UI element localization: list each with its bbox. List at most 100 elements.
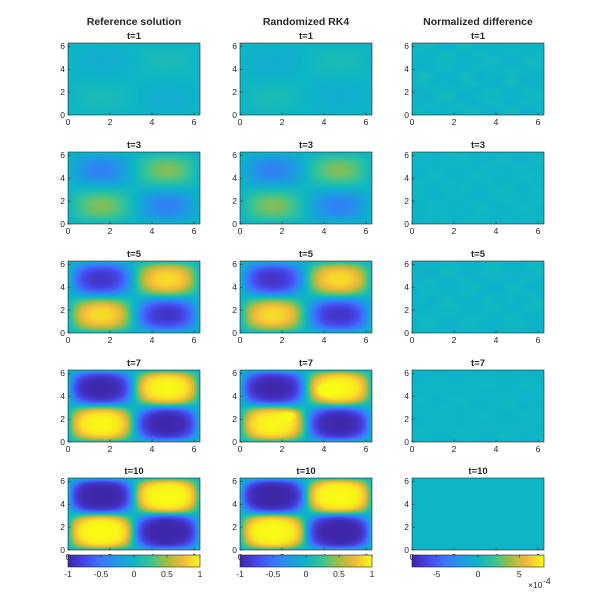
panel-title: t=3 [299, 140, 313, 151]
y-tick-label: 4 [232, 64, 237, 74]
y-tick-label: 0 [404, 437, 409, 447]
heatmap-image [240, 478, 372, 550]
colorbar: -1 -0.5 0 0.5 1 [236, 554, 375, 579]
y-tick-label: 4 [232, 391, 237, 401]
colorbar-tick-label: 0 [132, 569, 137, 579]
axes-frame [239, 260, 373, 334]
x-tick-label: 4 [322, 226, 327, 236]
x-tick-label: 4 [322, 335, 327, 345]
colorbar: -5 0 5 ×10 -4 [411, 554, 551, 590]
panel-title: t=3 [127, 140, 141, 151]
colorbar-tick-label: 0.5 [161, 569, 173, 579]
x-tick-label: 2 [280, 226, 285, 236]
heatmap-image [68, 261, 200, 333]
heatmap-panel: t=7 0 2 4 6 0 2 4 6 [232, 358, 373, 454]
y-tick-label: 6 [232, 259, 237, 269]
colorbar-tick-label: -5 [433, 569, 441, 579]
heatmap-panel: t=3 0 2 4 6 0 2 4 6 [404, 140, 545, 236]
y-tick-label: 2 [404, 414, 409, 424]
y-tick-label: 4 [60, 173, 65, 183]
panel-title: t=1 [127, 31, 142, 42]
column-title: Normalized difference [423, 16, 533, 28]
y-tick-label: 0 [60, 328, 65, 338]
heatmap-image [412, 261, 544, 333]
y-tick-label: 6 [404, 476, 409, 486]
y-tick-label: 4 [60, 499, 65, 509]
colorbar-tick-label: 0.5 [333, 569, 345, 579]
x-tick-label: 2 [108, 117, 113, 127]
heatmap-image [68, 370, 200, 442]
colorbar-tick-label: -0.5 [94, 569, 109, 579]
panel-title: t=10 [468, 466, 487, 477]
x-tick-label: 6 [192, 444, 197, 454]
x-tick-label: 4 [150, 117, 155, 127]
x-tick-label: 0 [238, 444, 243, 454]
y-tick-label: 0 [232, 219, 237, 229]
heatmap-panel: t=7 0 2 4 6 0 2 4 6 [404, 358, 545, 454]
x-tick-label: 2 [108, 335, 113, 345]
axes-frame [411, 151, 545, 225]
x-tick-label: 2 [452, 117, 457, 127]
axes-frame [411, 260, 545, 334]
y-tick-label: 0 [404, 110, 409, 120]
x-tick-label: 4 [150, 226, 155, 236]
y-tick-label: 0 [232, 110, 237, 120]
y-tick-label: 6 [60, 150, 65, 160]
heatmap-panel: t=5 0 2 4 6 0 2 4 6 [232, 249, 373, 345]
y-tick-label: 2 [232, 522, 237, 532]
colorbar-tick-label: -0.5 [266, 569, 281, 579]
heatmap-image [68, 152, 200, 224]
panel-title: t=7 [471, 358, 485, 369]
panel-title: t=1 [471, 31, 486, 42]
x-tick-label: 6 [536, 444, 541, 454]
y-tick-label: 2 [232, 196, 237, 206]
heatmap-image [240, 370, 372, 442]
y-tick-label: 0 [404, 328, 409, 338]
axes-frame [239, 42, 373, 116]
heatmap-image [412, 478, 544, 550]
colorbar-tick-label: -1 [64, 569, 72, 579]
column-title: Reference solution [87, 16, 182, 28]
x-tick-label: 0 [410, 226, 415, 236]
x-tick-label: 4 [494, 335, 499, 345]
heatmap-panel: t=5 0 2 4 6 0 2 4 6 [404, 249, 545, 345]
y-tick-label: 6 [232, 368, 237, 378]
y-tick-label: 6 [404, 368, 409, 378]
heatmap-panel: t=3 0 2 4 6 0 2 4 6 [60, 140, 201, 236]
x-tick-label: 4 [150, 335, 155, 345]
colorbar-exponent: -4 [543, 576, 551, 586]
colorbar-tick-label: 1 [198, 569, 203, 579]
column-title: Randomized RK4 [263, 16, 350, 28]
x-tick-label: 0 [410, 335, 415, 345]
y-tick-label: 4 [60, 282, 65, 292]
y-tick-label: 0 [232, 545, 237, 555]
y-tick-label: 4 [404, 173, 409, 183]
heatmap-panel: t=7 0 2 4 6 0 2 4 6 [60, 358, 201, 454]
panel-title: t=10 [124, 466, 143, 477]
x-tick-label: 6 [364, 444, 369, 454]
x-tick-label: 6 [364, 226, 369, 236]
x-tick-label: 0 [238, 335, 243, 345]
y-tick-label: 6 [232, 150, 237, 160]
y-tick-label: 2 [60, 305, 65, 315]
y-tick-label: 2 [404, 87, 409, 97]
y-tick-label: 6 [404, 259, 409, 269]
x-tick-label: 0 [66, 226, 71, 236]
x-tick-label: 2 [280, 117, 285, 127]
panel-title: t=3 [471, 140, 485, 151]
axes-frame [411, 369, 545, 443]
y-tick-label: 0 [232, 437, 237, 447]
axes-frame [411, 477, 545, 551]
axes-frame [411, 42, 545, 116]
axes-frame [67, 42, 201, 116]
x-tick-label: 6 [536, 335, 541, 345]
heatmap-image [240, 43, 372, 115]
x-tick-label: 0 [66, 444, 71, 454]
y-tick-label: 4 [232, 282, 237, 292]
y-tick-label: 2 [404, 196, 409, 206]
y-tick-label: 4 [404, 64, 409, 74]
heatmap-panel: t=5 0 2 4 6 0 2 4 6 [60, 249, 201, 345]
y-tick-label: 6 [404, 41, 409, 51]
